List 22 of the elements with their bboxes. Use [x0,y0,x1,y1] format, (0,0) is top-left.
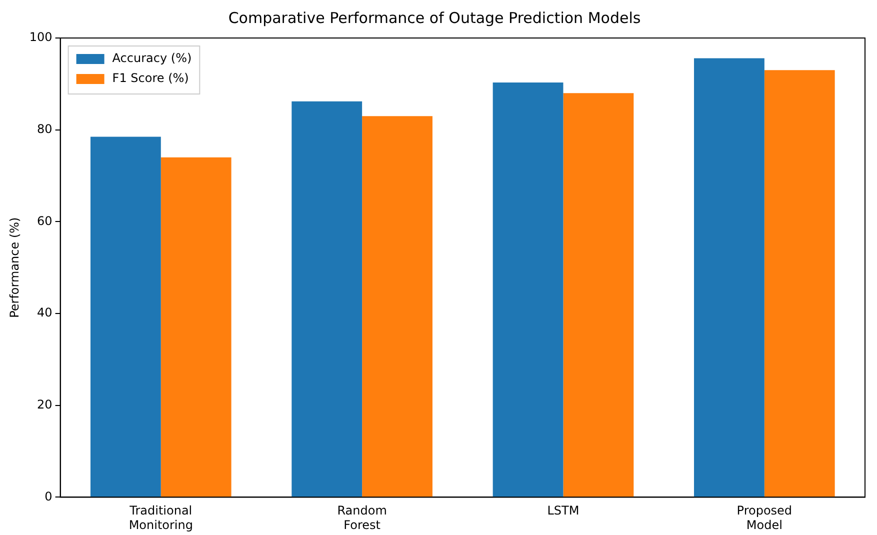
y-tick-label: 60 [37,214,52,228]
bar [492,82,564,497]
bar [694,58,764,497]
y-axis-title: Performance (%) [7,217,22,318]
legend-label: F1 Score (%) [112,71,189,86]
bar [90,136,161,497]
chart-title: Comparative Performance of Outage Prediction Models [228,8,641,27]
y-tick-label: 20 [37,397,52,412]
y-tick-label: 40 [37,306,52,320]
bar [563,93,634,497]
y-tick-label: 0 [44,489,52,504]
bar [292,101,362,497]
bar [362,116,432,497]
x-tick-label: Proposed Model [736,504,792,532]
bar [160,157,232,497]
bar [764,70,835,497]
x-tick-label: Random Forest [337,504,387,532]
x-tick-label: LSTM [547,504,580,518]
y-tick-label: 100 [29,30,52,44]
y-tick-label: 80 [37,122,52,136]
legend-label: Accuracy (%) [112,51,192,66]
x-tick-label: Traditional Monitoring [128,504,193,532]
